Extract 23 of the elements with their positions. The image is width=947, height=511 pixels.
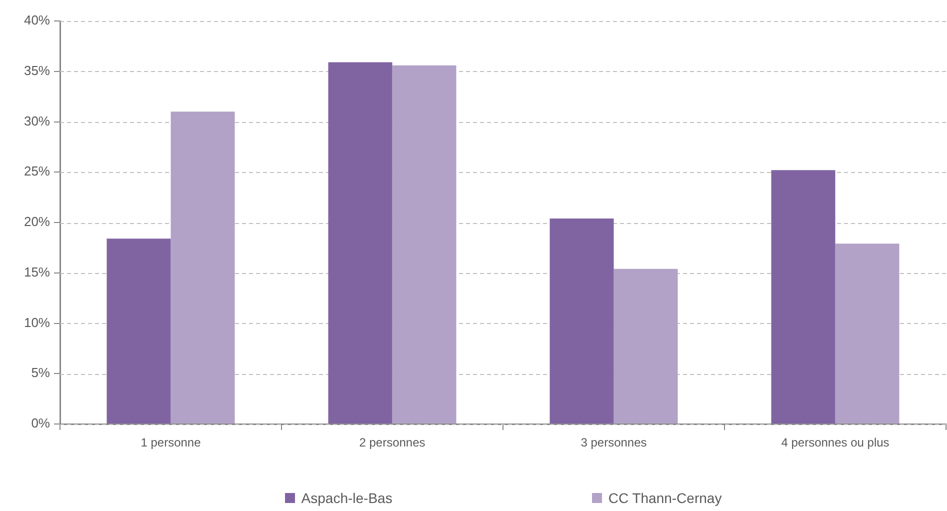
x-tick-label: 1 personne xyxy=(140,436,202,450)
y-tick-label: 0% xyxy=(31,416,50,431)
legend-label: CC Thann-Cernay xyxy=(608,490,722,506)
x-tick-label: 4 personnes ou plus xyxy=(781,436,890,450)
bar xyxy=(771,170,836,424)
bar xyxy=(328,62,392,424)
y-tick-label: 20% xyxy=(24,214,50,230)
bar xyxy=(106,238,171,424)
bar xyxy=(392,65,456,424)
y-tick-label: 5% xyxy=(31,365,50,380)
y-tick-label: 30% xyxy=(24,113,50,128)
y-tick-label: 10% xyxy=(24,314,50,330)
y-tick-label: 40% xyxy=(24,12,50,28)
x-tick-label: 2 personnes xyxy=(359,436,426,450)
x-tick-label: 3 personnes xyxy=(580,436,647,450)
bar xyxy=(614,268,678,424)
y-tick-label: 15% xyxy=(24,264,50,280)
legend-label: Aspach-le-Bas xyxy=(301,490,392,506)
bar xyxy=(550,218,614,424)
bar xyxy=(835,244,900,424)
bar xyxy=(170,112,235,424)
y-tick-label: 25% xyxy=(24,164,50,179)
y-tick-label: 35% xyxy=(24,62,50,78)
